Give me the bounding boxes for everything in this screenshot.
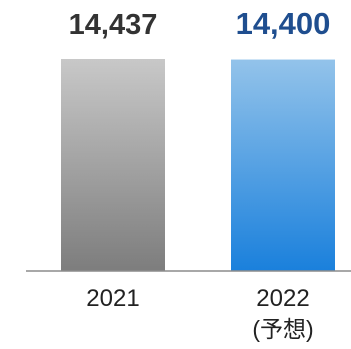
- x-tick-label-2022: 2022: [256, 285, 309, 312]
- value-label-2021: 14,437: [69, 9, 158, 41]
- x-tick-sublabel-2022: (予想): [252, 316, 313, 342]
- bar-2022: [231, 59, 335, 271]
- value-label-2022: 14,400: [236, 6, 331, 41]
- bar-2021: [61, 59, 165, 271]
- x-tick-label-2021: 2021: [86, 285, 139, 312]
